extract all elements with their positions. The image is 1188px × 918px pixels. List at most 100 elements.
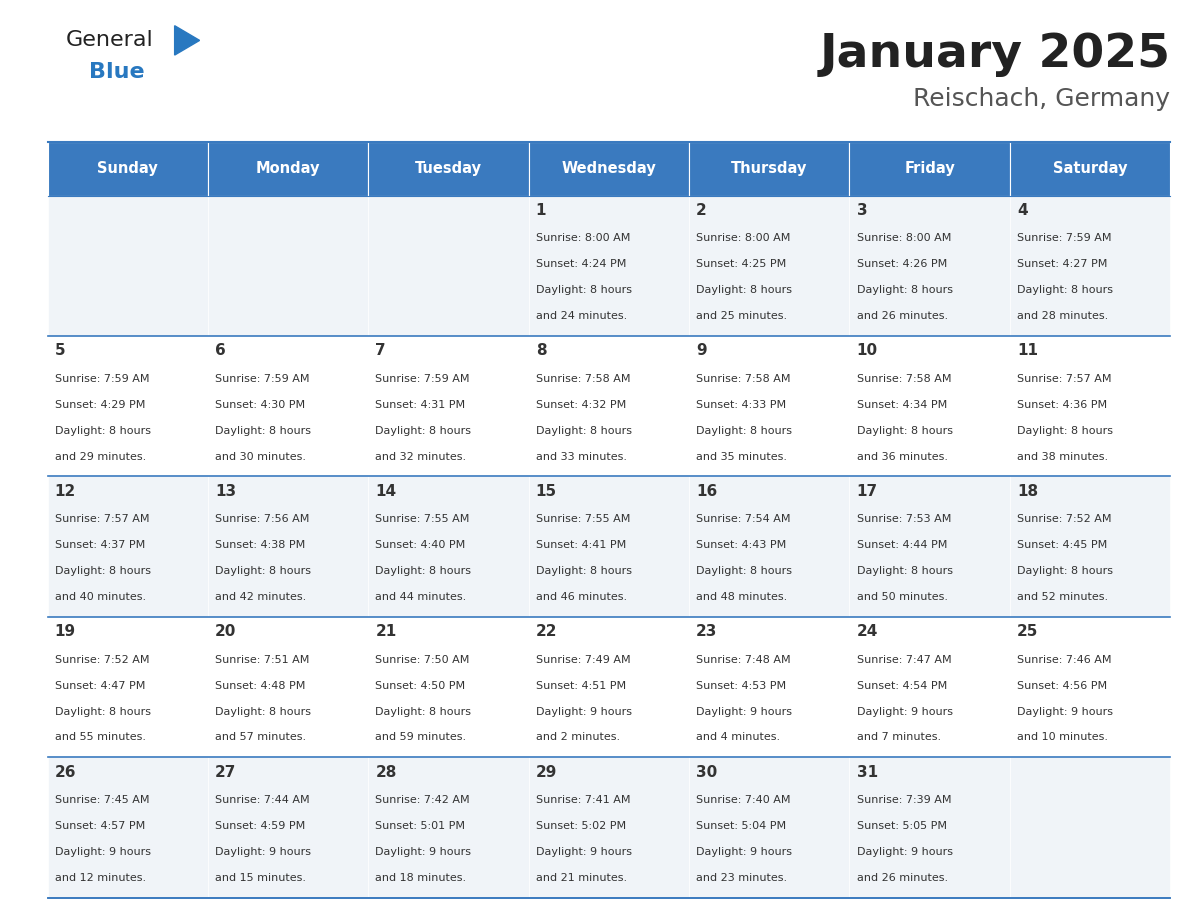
Bar xyxy=(368,336,529,476)
Text: Sunrise: 7:41 AM: Sunrise: 7:41 AM xyxy=(536,795,631,805)
Bar xyxy=(208,142,368,196)
Bar xyxy=(48,142,208,196)
Text: Sunset: 4:59 PM: Sunset: 4:59 PM xyxy=(215,821,305,831)
Bar xyxy=(849,142,1010,196)
Bar xyxy=(208,617,368,757)
Text: Daylight: 9 hours: Daylight: 9 hours xyxy=(857,707,953,717)
Bar xyxy=(849,196,1010,336)
Text: Daylight: 8 hours: Daylight: 8 hours xyxy=(55,566,151,577)
Text: Sunset: 5:02 PM: Sunset: 5:02 PM xyxy=(536,821,626,831)
Text: Sunrise: 7:59 AM: Sunrise: 7:59 AM xyxy=(1017,233,1112,243)
Text: Sunrise: 7:55 AM: Sunrise: 7:55 AM xyxy=(536,514,630,524)
Text: and 26 minutes.: and 26 minutes. xyxy=(857,873,948,883)
Text: Sunrise: 8:00 AM: Sunrise: 8:00 AM xyxy=(857,233,950,243)
Text: Sunrise: 7:58 AM: Sunrise: 7:58 AM xyxy=(857,374,952,384)
Text: Sunset: 5:01 PM: Sunset: 5:01 PM xyxy=(375,821,466,831)
Text: and 2 minutes.: and 2 minutes. xyxy=(536,733,620,743)
Text: Daylight: 8 hours: Daylight: 8 hours xyxy=(55,707,151,717)
Bar xyxy=(689,476,849,617)
Text: Sunset: 4:38 PM: Sunset: 4:38 PM xyxy=(215,540,305,550)
Text: Sunset: 4:53 PM: Sunset: 4:53 PM xyxy=(696,680,786,690)
Text: Sunrise: 7:50 AM: Sunrise: 7:50 AM xyxy=(375,655,469,665)
Text: 28: 28 xyxy=(375,765,397,779)
Text: Sunrise: 7:58 AM: Sunrise: 7:58 AM xyxy=(696,374,791,384)
Text: and 38 minutes.: and 38 minutes. xyxy=(1017,452,1108,462)
Text: Sunday: Sunday xyxy=(97,162,158,176)
Text: Sunset: 4:34 PM: Sunset: 4:34 PM xyxy=(857,399,947,409)
Bar xyxy=(1010,476,1170,617)
Text: Daylight: 9 hours: Daylight: 9 hours xyxy=(536,707,632,717)
Bar xyxy=(1010,142,1170,196)
Text: Daylight: 8 hours: Daylight: 8 hours xyxy=(696,566,792,577)
Bar xyxy=(1010,196,1170,336)
Text: Thursday: Thursday xyxy=(731,162,808,176)
Text: Sunrise: 7:58 AM: Sunrise: 7:58 AM xyxy=(536,374,631,384)
Text: Daylight: 8 hours: Daylight: 8 hours xyxy=(375,426,472,436)
Text: Sunset: 4:51 PM: Sunset: 4:51 PM xyxy=(536,680,626,690)
Bar xyxy=(48,196,208,336)
Text: Sunrise: 7:45 AM: Sunrise: 7:45 AM xyxy=(55,795,150,805)
Text: and 28 minutes.: and 28 minutes. xyxy=(1017,311,1108,321)
Text: Sunrise: 7:59 AM: Sunrise: 7:59 AM xyxy=(215,374,310,384)
Text: and 55 minutes.: and 55 minutes. xyxy=(55,733,146,743)
Text: 14: 14 xyxy=(375,484,397,498)
Text: and 26 minutes.: and 26 minutes. xyxy=(857,311,948,321)
Bar xyxy=(689,196,849,336)
Text: and 50 minutes.: and 50 minutes. xyxy=(857,592,948,602)
Text: Daylight: 8 hours: Daylight: 8 hours xyxy=(536,285,632,296)
Text: 22: 22 xyxy=(536,624,557,639)
Text: Sunrise: 7:53 AM: Sunrise: 7:53 AM xyxy=(857,514,950,524)
Text: and 59 minutes.: and 59 minutes. xyxy=(375,733,467,743)
Text: 23: 23 xyxy=(696,624,718,639)
Text: Monday: Monday xyxy=(255,162,321,176)
Text: Sunrise: 7:57 AM: Sunrise: 7:57 AM xyxy=(1017,374,1112,384)
Text: Sunset: 4:24 PM: Sunset: 4:24 PM xyxy=(536,259,626,269)
Text: Sunrise: 7:59 AM: Sunrise: 7:59 AM xyxy=(55,374,150,384)
Text: 5: 5 xyxy=(55,343,65,358)
Text: 17: 17 xyxy=(857,484,878,498)
Text: Sunrise: 7:52 AM: Sunrise: 7:52 AM xyxy=(1017,514,1112,524)
Text: Reischach, Germany: Reischach, Germany xyxy=(914,87,1170,111)
Text: and 35 minutes.: and 35 minutes. xyxy=(696,452,788,462)
Text: 15: 15 xyxy=(536,484,557,498)
Text: Sunrise: 8:00 AM: Sunrise: 8:00 AM xyxy=(696,233,790,243)
Text: and 4 minutes.: and 4 minutes. xyxy=(696,733,781,743)
Bar xyxy=(849,617,1010,757)
Bar xyxy=(208,336,368,476)
Text: Daylight: 8 hours: Daylight: 8 hours xyxy=(55,426,151,436)
Text: and 48 minutes.: and 48 minutes. xyxy=(696,592,788,602)
Bar xyxy=(689,142,849,196)
Text: and 36 minutes.: and 36 minutes. xyxy=(857,452,948,462)
Bar xyxy=(849,757,1010,898)
Text: Sunset: 4:48 PM: Sunset: 4:48 PM xyxy=(215,680,305,690)
Bar xyxy=(368,617,529,757)
Text: 31: 31 xyxy=(857,765,878,779)
Text: Daylight: 8 hours: Daylight: 8 hours xyxy=(1017,426,1113,436)
Text: and 21 minutes.: and 21 minutes. xyxy=(536,873,627,883)
Bar xyxy=(368,476,529,617)
Text: Sunset: 4:27 PM: Sunset: 4:27 PM xyxy=(1017,259,1107,269)
Bar xyxy=(1010,617,1170,757)
Text: and 40 minutes.: and 40 minutes. xyxy=(55,592,146,602)
Text: Sunset: 4:43 PM: Sunset: 4:43 PM xyxy=(696,540,786,550)
Text: and 57 minutes.: and 57 minutes. xyxy=(215,733,307,743)
Text: 10: 10 xyxy=(857,343,878,358)
Text: 16: 16 xyxy=(696,484,718,498)
Text: Sunset: 4:57 PM: Sunset: 4:57 PM xyxy=(55,821,145,831)
Text: 12: 12 xyxy=(55,484,76,498)
Polygon shape xyxy=(175,26,200,55)
Text: Sunrise: 7:59 AM: Sunrise: 7:59 AM xyxy=(375,374,470,384)
Text: Sunset: 4:41 PM: Sunset: 4:41 PM xyxy=(536,540,626,550)
Text: and 7 minutes.: and 7 minutes. xyxy=(857,733,941,743)
Text: Sunset: 4:31 PM: Sunset: 4:31 PM xyxy=(375,399,466,409)
Bar xyxy=(529,196,689,336)
Text: 2: 2 xyxy=(696,203,707,218)
Text: Sunrise: 8:00 AM: Sunrise: 8:00 AM xyxy=(536,233,630,243)
Text: and 18 minutes.: and 18 minutes. xyxy=(375,873,467,883)
Text: Sunset: 4:54 PM: Sunset: 4:54 PM xyxy=(857,680,947,690)
Text: Daylight: 9 hours: Daylight: 9 hours xyxy=(696,707,792,717)
Text: Daylight: 9 hours: Daylight: 9 hours xyxy=(215,847,311,857)
Text: Sunset: 4:45 PM: Sunset: 4:45 PM xyxy=(1017,540,1107,550)
Text: Sunrise: 7:48 AM: Sunrise: 7:48 AM xyxy=(696,655,791,665)
Text: Daylight: 8 hours: Daylight: 8 hours xyxy=(857,285,953,296)
